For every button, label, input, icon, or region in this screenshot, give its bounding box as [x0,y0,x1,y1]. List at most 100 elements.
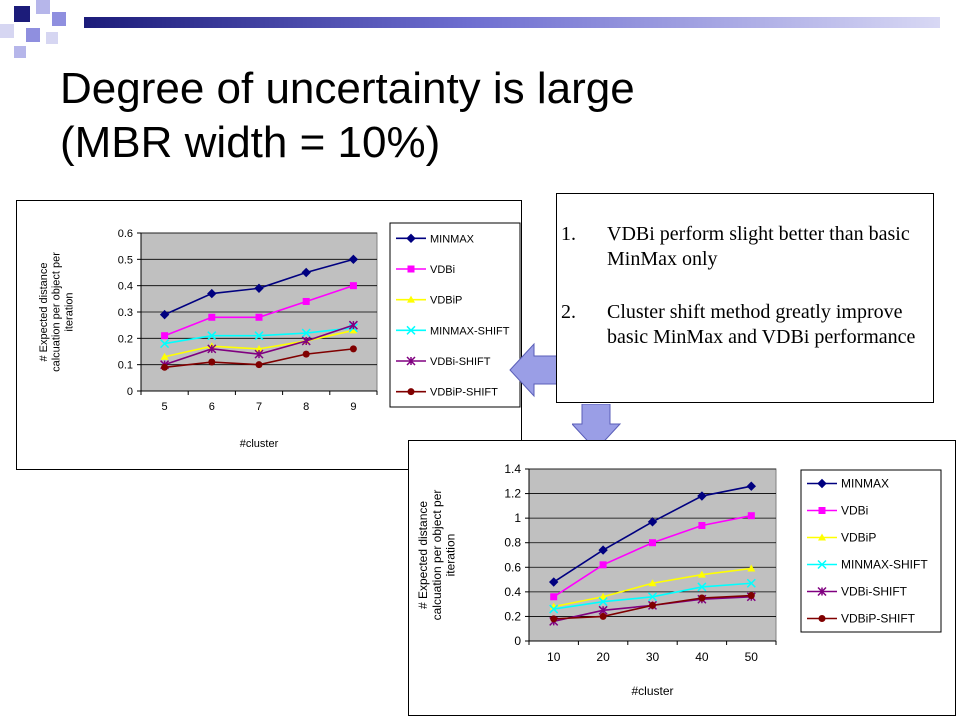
data-point [698,522,706,530]
y-tick-label: 0.6 [504,560,521,574]
y-axis-label: # Expected distance [416,501,430,609]
data-point [648,579,657,587]
chart-small-clusters: 0 0.1 0.2 0.3 0.4 0.5 0.6 5 6 7 8 9 #cluster # Expect… [16,200,522,470]
note-text: VDBi perform slight better than basic Mi… [607,223,910,270]
legend-label: MINMAX [841,477,889,491]
deco-square [36,0,50,14]
legend-label: VDBiP-SHIFT [430,387,498,399]
legend [389,222,521,408]
note-text: Cluster shift method greatly improve bas… [607,301,916,348]
y-tick-label: 0.2 [118,333,133,345]
data-point [159,309,170,320]
deco-square [46,32,58,44]
findings-note: 1. VDBi perform slight better than basic… [556,193,934,403]
x-tick-label: 20 [596,650,610,664]
legend-label: MINMAX-SHIFT [841,558,928,572]
data-point [818,615,826,622]
data-point [647,592,658,602]
x-axis-label: #cluster [631,684,673,698]
data-point [817,478,827,489]
data-point [161,332,169,340]
data-point [406,325,416,335]
data-point [348,320,358,330]
corner-decoration [0,0,70,60]
data-point [207,344,217,354]
y-tick-label: 0.4 [504,585,521,599]
data-point [817,559,827,570]
data-point [255,361,263,369]
data-point [697,582,707,592]
data-point [255,344,263,352]
y-axis-label: iteration [63,292,75,331]
data-point [548,577,559,587]
legend [800,469,942,633]
data-point [255,313,263,321]
data-point [747,512,755,520]
data-point [697,570,706,578]
y-tick-label: 0.1 [118,360,133,372]
legend-label: VDBiP-SHIFT [841,612,916,626]
y-tick-label: 0 [514,634,521,648]
data-point [407,295,415,303]
deco-square [14,46,26,58]
data-point [407,388,415,396]
title-line-1: Degree of uncertainty is large [60,64,635,113]
data-point [302,297,310,305]
y-tick-label: 0.6 [118,228,133,240]
legend-label: VDBiP [841,531,876,545]
data-point [349,345,357,353]
data-point [550,615,558,623]
data-point [208,358,216,366]
y-tick-label: 1 [514,511,521,525]
data-point [302,350,310,358]
y-tick-label: 0.8 [504,536,521,550]
data-point [598,545,608,555]
plot-area [528,468,777,642]
data-point [407,265,415,273]
chart-small-clusters-plot: 0 0.1 0.2 0.3 0.4 0.5 0.6 5 6 7 8 9 #cluster # Expect… [38,222,521,450]
data-point [818,507,826,514]
title-line-2: (MBR width = 10%) [60,118,441,167]
x-tick-label: 50 [745,650,759,664]
legend-label: VDBi [841,504,868,518]
y-tick-label: 1.2 [504,487,521,501]
header-bar [84,17,940,28]
data-point [208,313,216,321]
data-point [301,328,311,338]
x-tick-label: 9 [350,401,356,413]
data-point [254,331,264,341]
data-point [599,592,608,600]
data-point [599,612,607,620]
y-tick-label: 0 [127,386,133,398]
x-axis-label: #cluster [240,438,279,450]
data-point [406,356,416,366]
y-tick-label: 0.3 [118,307,133,319]
y-tick-label: 0.4 [118,281,133,293]
deco-square [0,24,14,38]
arrow-down-icon [572,404,622,451]
legend-label: MINMAX-SHIFT [430,325,510,337]
data-point [747,592,755,600]
legend-label: VDBiP [430,295,462,307]
data-point [647,517,658,527]
data-point [747,564,756,572]
data-point [697,491,707,501]
legend-label: VDBi-SHIFT [841,585,908,599]
chart-large-clusters: 0 0.2 0.4 0.6 0.8 1 1.2 1.4 10 20 30 40 50 #cluster # … [408,440,956,716]
data-point [207,331,217,341]
data-point [207,288,217,299]
y-tick-label: 1.4 [504,462,521,476]
y-axis-label: calcuation per object per [51,252,63,372]
data-point [406,233,416,244]
deco-square [14,6,30,22]
slide-title: Degree of uncertainty is large (MBR widt… [60,62,940,170]
data-point [550,593,558,601]
y-axis-label: iteration [444,534,458,577]
y-tick-label: 0.2 [504,609,521,623]
data-point [254,349,264,359]
data-point [598,597,608,607]
data-point [160,339,170,349]
data-point [349,282,357,290]
legend-label: VDBi [430,264,455,276]
data-point [698,594,706,602]
